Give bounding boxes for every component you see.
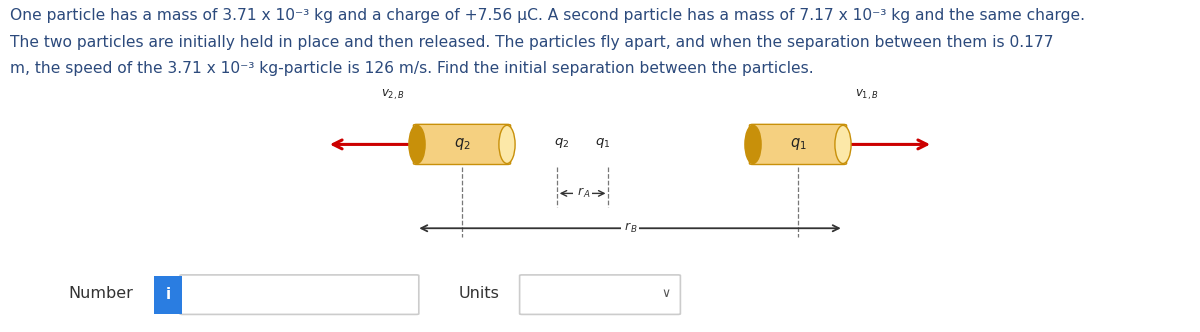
FancyBboxPatch shape — [154, 276, 182, 314]
FancyBboxPatch shape — [520, 275, 680, 314]
Text: $q_1$: $q_1$ — [790, 136, 806, 152]
Text: Number: Number — [68, 286, 133, 301]
Ellipse shape — [409, 125, 425, 164]
Text: $q_1$: $q_1$ — [595, 136, 610, 150]
Text: $r_A$: $r_A$ — [574, 186, 592, 201]
Ellipse shape — [745, 125, 761, 164]
FancyBboxPatch shape — [413, 124, 511, 165]
Text: $r_B$: $r_B$ — [622, 221, 638, 235]
Text: $q_2$: $q_2$ — [454, 136, 470, 152]
Text: ∨: ∨ — [661, 287, 671, 300]
FancyBboxPatch shape — [180, 275, 419, 314]
Text: $q_2$: $q_2$ — [554, 136, 569, 150]
FancyBboxPatch shape — [750, 124, 847, 165]
Text: The two particles are initially held in place and then released. The particles f: The two particles are initially held in … — [10, 35, 1054, 50]
Text: $v_{1,B}$: $v_{1,B}$ — [854, 88, 878, 102]
Text: One particle has a mass of 3.71 x 10⁻³ kg and a charge of +7.56 μC. A second par: One particle has a mass of 3.71 x 10⁻³ k… — [10, 8, 1085, 23]
Text: i: i — [166, 287, 170, 302]
Text: Units: Units — [458, 286, 499, 301]
Text: m, the speed of the 3.71 x 10⁻³ kg-particle is 126 m/s. Find the initial separat: m, the speed of the 3.71 x 10⁻³ kg-parti… — [10, 61, 814, 76]
Ellipse shape — [835, 125, 851, 164]
Text: $v_{2,B}$: $v_{2,B}$ — [382, 88, 406, 102]
Ellipse shape — [499, 125, 515, 164]
